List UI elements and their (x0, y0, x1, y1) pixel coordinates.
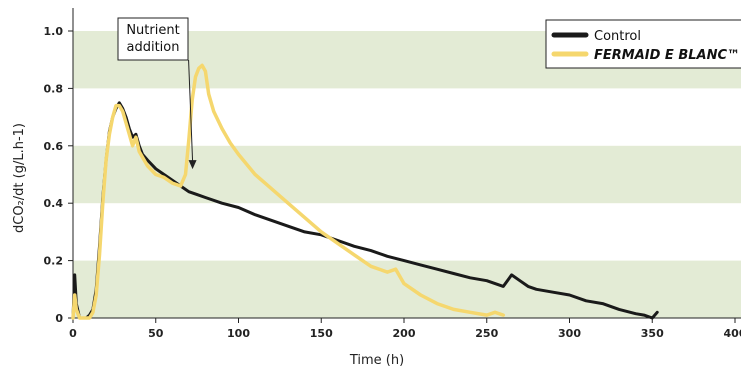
y-tick-label: 0.6 (44, 140, 64, 153)
x-tick-label: 50 (148, 327, 164, 340)
y-tick-label: 0.8 (44, 82, 64, 95)
annotation-arrow-shaft (188, 59, 194, 162)
y-tick-label: 0.4 (44, 197, 64, 210)
band-0 (73, 260, 741, 318)
annotation-text: addition (127, 40, 180, 55)
background-bands (73, 31, 741, 318)
x-tick-label: 400 (724, 327, 741, 340)
series-line-fermaid (71, 63, 506, 320)
series-layer (71, 63, 659, 320)
band-1 (73, 145, 741, 204)
legend-box (545, 19, 741, 69)
x-tick-label: 0 (69, 327, 77, 340)
x-tick-label: 350 (641, 327, 664, 340)
annotation: Nutrient addition (117, 17, 197, 170)
x-tick-label: 100 (227, 327, 250, 340)
y-axis-title: dCO₂/dt (g/L.h-1) (12, 123, 27, 233)
axes: 0 50 100 150 200 250 300 350 400 0 0.2 0.4 0.6 0.8 1.0… (12, 8, 741, 368)
y-tick-label: 0.2 (44, 255, 64, 268)
x-tick-label: 300 (558, 327, 581, 340)
x-tick-label: 200 (393, 327, 416, 340)
annotation-box (117, 17, 189, 61)
y-tick-label: 1.0 (44, 25, 64, 38)
annotation-arrow-head (188, 160, 197, 170)
y-tick-label: 0 (55, 312, 63, 325)
annotation-text: Nutrient (126, 23, 179, 38)
x-axis-title: Time (h) (349, 353, 404, 368)
legend-label-0: Control (594, 29, 641, 44)
legend: Control FERMAID E BLANC™ (545, 19, 741, 69)
legend-label-1: FERMAID E BLANC™ (594, 48, 740, 63)
x-tick-label: 150 (310, 327, 333, 340)
x-tick-label: 250 (475, 327, 498, 340)
